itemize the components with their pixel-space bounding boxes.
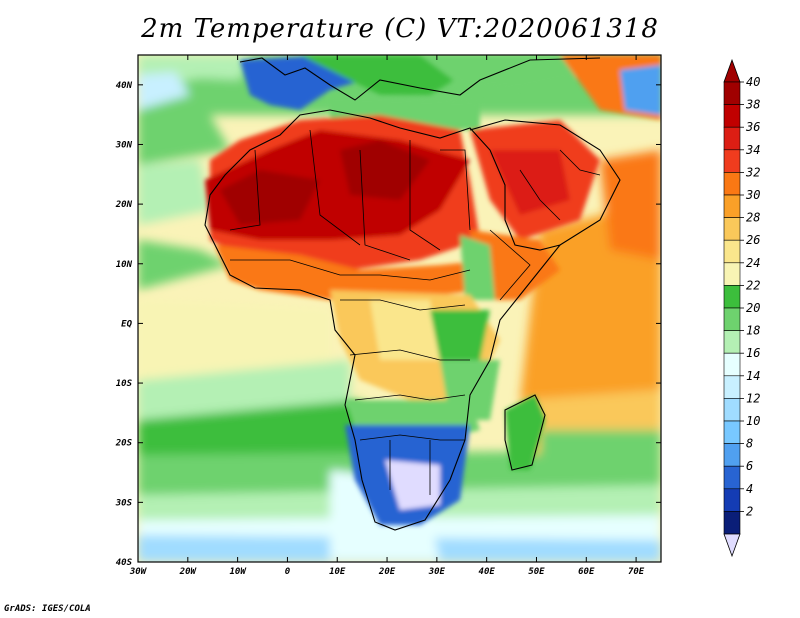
- colorbar-top-arrow: [723, 58, 741, 83]
- colorbar-label: 2: [746, 504, 753, 518]
- colorbar-swatch: [723, 126, 741, 151]
- lat-label: 10S: [116, 379, 133, 389]
- colorbar-swatch: [723, 194, 741, 218]
- colorbar-swatch: [723, 398, 741, 422]
- colorbar-label: 16: [746, 346, 760, 360]
- grads-credit: GrADS: IGES/COLA: [4, 604, 91, 614]
- colorbar-label: 10: [746, 414, 760, 428]
- colorbar-swatch: [723, 217, 741, 241]
- colorbar-label: 20: [746, 301, 760, 315]
- lon-label: 10E: [329, 567, 346, 577]
- colorbar-swatch: [723, 375, 741, 399]
- colorbar-label: 6: [746, 459, 753, 473]
- lon-label: 30E: [428, 567, 446, 577]
- colorbar-label: 4: [746, 482, 753, 496]
- colorbar-label: 30: [745, 188, 760, 202]
- colorbar-swatch: [723, 307, 741, 331]
- colorbar-label: 32: [745, 165, 760, 179]
- colorbar-label: 12: [746, 391, 760, 405]
- lat-label: 20S: [115, 439, 133, 449]
- lat-label: 40N: [116, 81, 133, 91]
- lat-label: EQ: [121, 319, 132, 329]
- country-borders: [229, 129, 601, 495]
- lat-label: 20N: [115, 200, 133, 210]
- map-frame: [137, 54, 662, 563]
- lon-label: 60E: [578, 567, 595, 577]
- colorbar-label: 36: [745, 120, 760, 134]
- colorbar-swatch: [723, 262, 741, 286]
- lon-label: 30W: [129, 567, 148, 577]
- coastlines: [204, 57, 621, 531]
- lon-label: 10W: [229, 567, 247, 577]
- colorbar-label: 18: [746, 324, 760, 338]
- lon-label: 0: [285, 567, 291, 577]
- lon-label: 70E: [628, 567, 645, 577]
- colorbar-label: 8: [746, 437, 753, 451]
- colorbar-swatch: [723, 285, 741, 309]
- colorbar-label: 38: [745, 98, 760, 112]
- lat-label: 40S: [116, 558, 133, 568]
- colorbar-label: 14: [746, 369, 760, 383]
- colorbar-swatch: [723, 443, 741, 467]
- colorbar-label: 34: [745, 143, 760, 157]
- map-title: 2m Temperature (C) VT:2020061318: [141, 14, 659, 44]
- colorbar-label: 28: [746, 211, 760, 225]
- colorbar-label: 24: [746, 256, 760, 270]
- colorbar-swatch: [723, 81, 741, 105]
- colorbar-swatch: [723, 330, 741, 354]
- lat-label: 30N: [115, 140, 133, 150]
- color-bar: 40 38 36 34 32 30 28 26 24 22 20 18 16 14 12 10 8 6 4 2: [723, 58, 760, 558]
- temperature-field: [138, 55, 661, 562]
- lat-label: 10N: [116, 260, 133, 270]
- colorbar-swatch: [723, 352, 741, 377]
- colorbar-bottom-arrow: [723, 533, 741, 558]
- colorbar-swatch: [723, 172, 741, 196]
- colorbar-label: 22: [746, 278, 760, 292]
- colorbar-label: 26: [746, 233, 760, 247]
- colorbar-swatch: [723, 420, 741, 444]
- colorbar-swatch: [723, 149, 741, 173]
- colorbar-swatch: [723, 239, 741, 264]
- lon-label: 20W: [179, 567, 198, 577]
- lon-label: 20E: [378, 567, 396, 577]
- colorbar-swatch: [723, 104, 741, 128]
- lat-label: 30S: [115, 498, 133, 508]
- lon-label: 40E: [479, 567, 496, 577]
- colorbar-swatch: [723, 511, 741, 535]
- colorbar-label: 40: [746, 75, 760, 89]
- colorbar-swatch: [723, 465, 741, 490]
- colorbar-swatch: [723, 488, 741, 512]
- lon-label: 50E: [528, 567, 545, 577]
